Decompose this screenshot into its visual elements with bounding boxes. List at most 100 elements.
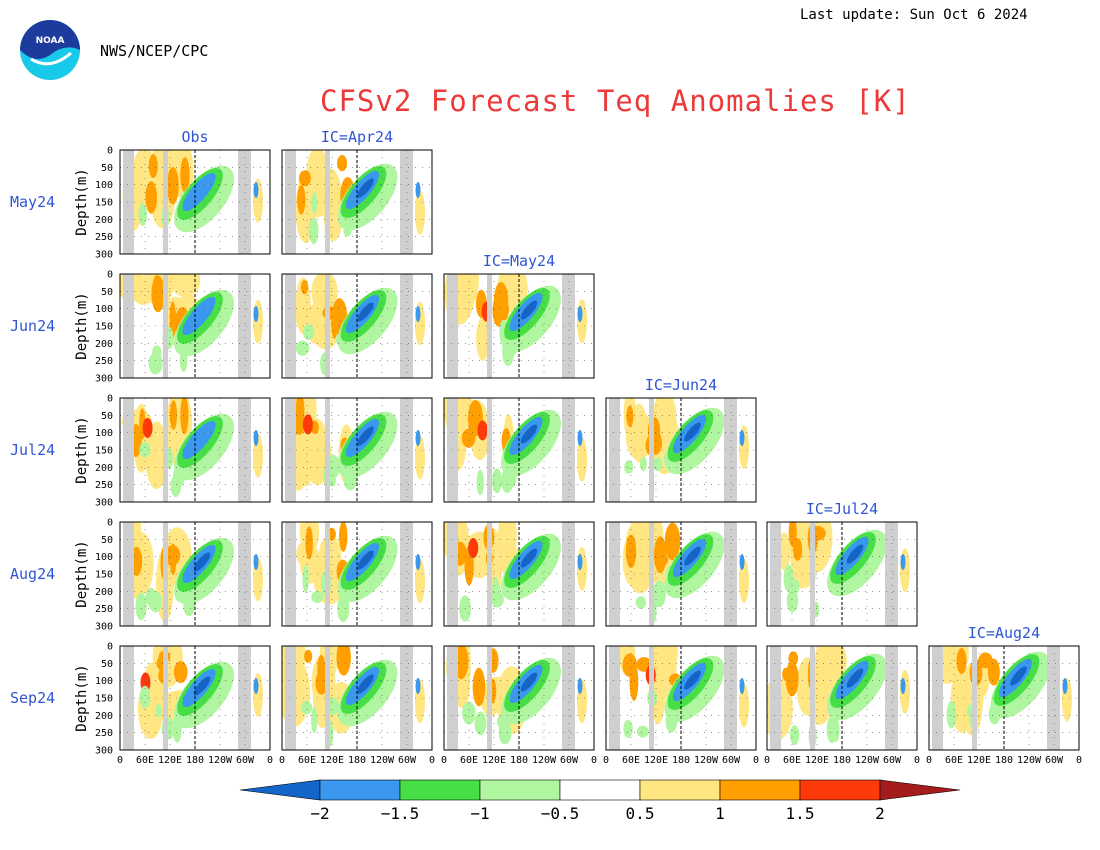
x-tick-label: 60E [460, 755, 478, 766]
column-header-2: IC=May24 [483, 252, 555, 270]
heatmap-panel-r0-c0 [119, 149, 271, 255]
heatmap-panel-r2-c3 [605, 397, 757, 503]
heatmap-panel-r4-c5 [928, 645, 1080, 751]
heatmap-panel-r2-c0 [119, 397, 271, 503]
last-update-text: Last update: Sun Oct 6 2024 [800, 7, 1028, 23]
y-tick-label: 300 [95, 250, 113, 261]
x-tick-label: 120E [644, 755, 668, 766]
heatmap-panel-r1-c0 [119, 273, 271, 379]
x-tick-label: 60E [298, 755, 316, 766]
heatmap-panel-r1-c2 [443, 273, 595, 379]
y-tick-label: 50 [101, 659, 113, 670]
x-tick-label: 60W [722, 755, 741, 766]
y-tick-label: 300 [95, 622, 113, 633]
x-tick-label: 120W [208, 755, 233, 766]
column-header-5: IC=Aug24 [968, 624, 1040, 642]
x-tick-label: 180 [510, 755, 528, 766]
x-tick-label: 120W [694, 755, 719, 766]
y-tick-label: 200 [95, 463, 113, 474]
y-tick-label: 150 [95, 570, 113, 581]
x-tick-label: 120E [967, 755, 991, 766]
x-tick-label: 0 [603, 755, 609, 766]
y-tick-label: 100 [95, 180, 113, 191]
x-tick-label: 0 [591, 755, 597, 766]
heatmap-panel-r2-c2 [443, 397, 595, 503]
column-header-1: IC=Apr24 [321, 128, 393, 146]
colorbar-segment-7 [799, 779, 881, 801]
chart-title: CFSv2 Forecast Teq Anomalies [K] [320, 84, 911, 118]
x-tick-label: 120E [320, 755, 344, 766]
row-label-0: May24 [10, 193, 55, 211]
colorbar-high-arrow [879, 779, 961, 801]
y-tick-label: 200 [95, 215, 113, 226]
x-tick-label: 0 [1076, 755, 1082, 766]
y-axis-label: Depth(m) [74, 416, 90, 483]
row-label-4: Sep24 [10, 689, 55, 707]
heatmap-panel-r4-c2 [443, 645, 595, 751]
x-tick-label: 60W [883, 755, 902, 766]
colorbar-segment-5 [639, 779, 721, 801]
heatmap-panel-r4-c1 [281, 645, 433, 751]
heatmap-panel-r0-c1 [281, 149, 433, 255]
y-tick-label: 200 [95, 339, 113, 350]
x-tick-label: 0 [279, 755, 285, 766]
colorbar-tick-label: 1 [715, 804, 725, 823]
row-label-1: Jun24 [10, 317, 55, 335]
x-tick-label: 180 [348, 755, 366, 766]
x-tick-label: 120W [532, 755, 557, 766]
x-tick-label: 60E [945, 755, 963, 766]
y-tick-label: 0 [107, 518, 113, 529]
heatmap-panel-r3-c2 [443, 521, 595, 627]
colorbar-tick-label: 2 [875, 804, 885, 823]
x-tick-label: 60W [398, 755, 417, 766]
colorbar: −2 −1.5 −1 −0.5 0.5 1 1.5 2 [239, 779, 961, 823]
x-tick-label: 60E [783, 755, 801, 766]
colorbar-tick-label: 1.5 [786, 804, 815, 823]
colorbar-tick-label: −1 [470, 804, 489, 823]
y-tick-label: 300 [95, 374, 113, 385]
y-tick-label: 0 [107, 270, 113, 281]
logo-text: NOAA [36, 36, 65, 46]
y-tick-label: 150 [95, 322, 113, 333]
colorbar-segment-2 [399, 779, 481, 801]
heatmap-panel-r4-c0 [119, 645, 271, 751]
y-tick-label: 250 [95, 604, 113, 615]
y-axis-label: Depth(m) [74, 168, 90, 235]
x-tick-label: 180 [186, 755, 204, 766]
y-tick-label: 50 [101, 411, 113, 422]
y-tick-label: 0 [107, 642, 113, 653]
row-label-2: Jul24 [10, 441, 55, 459]
y-tick-label: 0 [107, 394, 113, 405]
colorbar-tick-label: −1.5 [381, 804, 420, 823]
y-tick-label: 100 [95, 676, 113, 687]
y-axis-label: Depth(m) [74, 292, 90, 359]
x-tick-label: 120E [158, 755, 182, 766]
y-tick-label: 150 [95, 694, 113, 705]
y-tick-label: 0 [107, 146, 113, 157]
y-tick-label: 100 [95, 552, 113, 563]
x-tick-label: 60W [236, 755, 255, 766]
heatmap-panel-r3-c1 [281, 521, 433, 627]
x-tick-label: 120W [370, 755, 395, 766]
heatmap-panel-r3-c4 [766, 521, 918, 627]
x-tick-label: 120W [1017, 755, 1042, 766]
heatmap-panel-r4-c3 [605, 645, 757, 751]
colorbar-tick-label: 0.5 [626, 804, 655, 823]
x-tick-label: 180 [833, 755, 851, 766]
column-header-0: Obs [181, 128, 208, 146]
x-tick-label: 120E [805, 755, 829, 766]
colorbar-segment-6 [719, 779, 801, 801]
x-tick-label: 180 [995, 755, 1013, 766]
y-axis-label: Depth(m) [74, 540, 90, 607]
x-tick-label: 180 [672, 755, 690, 766]
column-header-4: IC=Jul24 [806, 500, 878, 518]
y-tick-label: 150 [95, 446, 113, 457]
heatmap-panel-r1-c1 [281, 273, 433, 379]
y-tick-label: 50 [101, 535, 113, 546]
y-tick-label: 50 [101, 163, 113, 174]
colorbar-tick-label: −2 [310, 804, 329, 823]
y-tick-label: 200 [95, 711, 113, 722]
row-label-3: Aug24 [10, 565, 55, 583]
heatmap-panel-r4-c4 [766, 645, 918, 751]
y-tick-label: 100 [95, 428, 113, 439]
